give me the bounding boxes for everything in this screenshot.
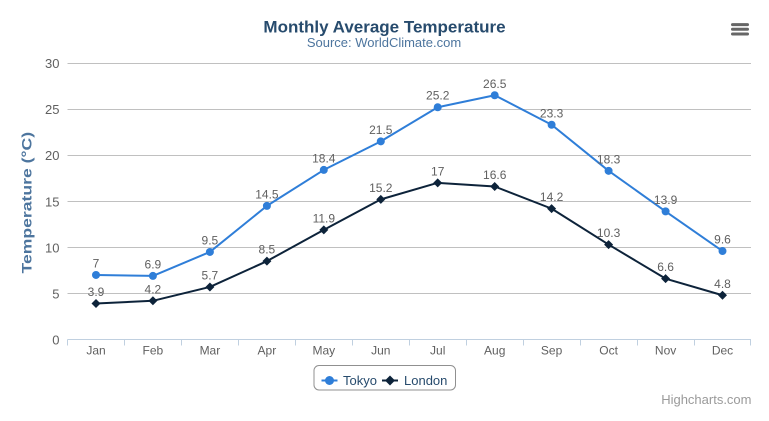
svg-text:11.9: 11.9: [313, 211, 336, 225]
svg-text:London: London: [404, 373, 447, 388]
svg-text:15: 15: [45, 194, 59, 209]
svg-text:Mar: Mar: [200, 344, 221, 358]
svg-text:Dec: Dec: [712, 344, 733, 358]
svg-text:25: 25: [45, 102, 59, 117]
svg-text:7: 7: [93, 256, 100, 270]
svg-text:Jan: Jan: [86, 344, 105, 358]
svg-text:6.6: 6.6: [657, 260, 674, 274]
svg-text:9.5: 9.5: [202, 233, 219, 247]
svg-text:Apr: Apr: [258, 344, 277, 358]
svg-text:Tokyo: Tokyo: [343, 373, 377, 388]
svg-text:Nov: Nov: [655, 344, 676, 358]
svg-text:Jun: Jun: [371, 344, 390, 358]
svg-text:Oct: Oct: [599, 344, 618, 358]
svg-text:25.2: 25.2: [426, 89, 450, 103]
svg-text:30: 30: [45, 56, 59, 71]
svg-text:4.2: 4.2: [145, 282, 162, 296]
svg-text:9.6: 9.6: [714, 233, 731, 247]
svg-text:21.5: 21.5: [369, 123, 393, 137]
svg-text:26.5: 26.5: [483, 77, 507, 91]
svg-text:13.9: 13.9: [654, 193, 678, 207]
svg-text:Monthly Average Temperature: Monthly Average Temperature: [263, 18, 505, 37]
svg-text:Source: WorldClimate.com: Source: WorldClimate.com: [307, 35, 461, 50]
svg-text:17: 17: [431, 164, 445, 178]
svg-text:10: 10: [45, 240, 59, 255]
svg-text:3.9: 3.9: [88, 285, 105, 299]
svg-text:5.7: 5.7: [202, 268, 219, 282]
svg-text:Sep: Sep: [541, 344, 563, 358]
svg-text:18.3: 18.3: [597, 152, 621, 166]
svg-text:8.5: 8.5: [259, 243, 276, 257]
svg-text:20: 20: [45, 148, 59, 163]
svg-text:4.8: 4.8: [714, 277, 731, 291]
svg-text:10.3: 10.3: [597, 226, 621, 240]
svg-text:15.2: 15.2: [369, 181, 393, 195]
svg-text:Temperature (°C): Temperature (°C): [19, 132, 34, 274]
svg-text:May: May: [312, 344, 335, 358]
svg-text:18.4: 18.4: [312, 151, 336, 165]
svg-text:14.5: 14.5: [255, 187, 279, 201]
svg-text:Aug: Aug: [484, 344, 505, 358]
svg-text:5: 5: [52, 286, 59, 301]
svg-text:23.3: 23.3: [540, 106, 564, 120]
svg-text:14.2: 14.2: [540, 190, 564, 204]
svg-text:Highcharts.com: Highcharts.com: [661, 392, 751, 407]
svg-text:6.9: 6.9: [145, 257, 162, 271]
svg-text:16.6: 16.6: [483, 168, 507, 182]
svg-text:0: 0: [52, 333, 59, 348]
svg-text:Feb: Feb: [143, 344, 164, 358]
svg-text:Jul: Jul: [430, 344, 445, 358]
